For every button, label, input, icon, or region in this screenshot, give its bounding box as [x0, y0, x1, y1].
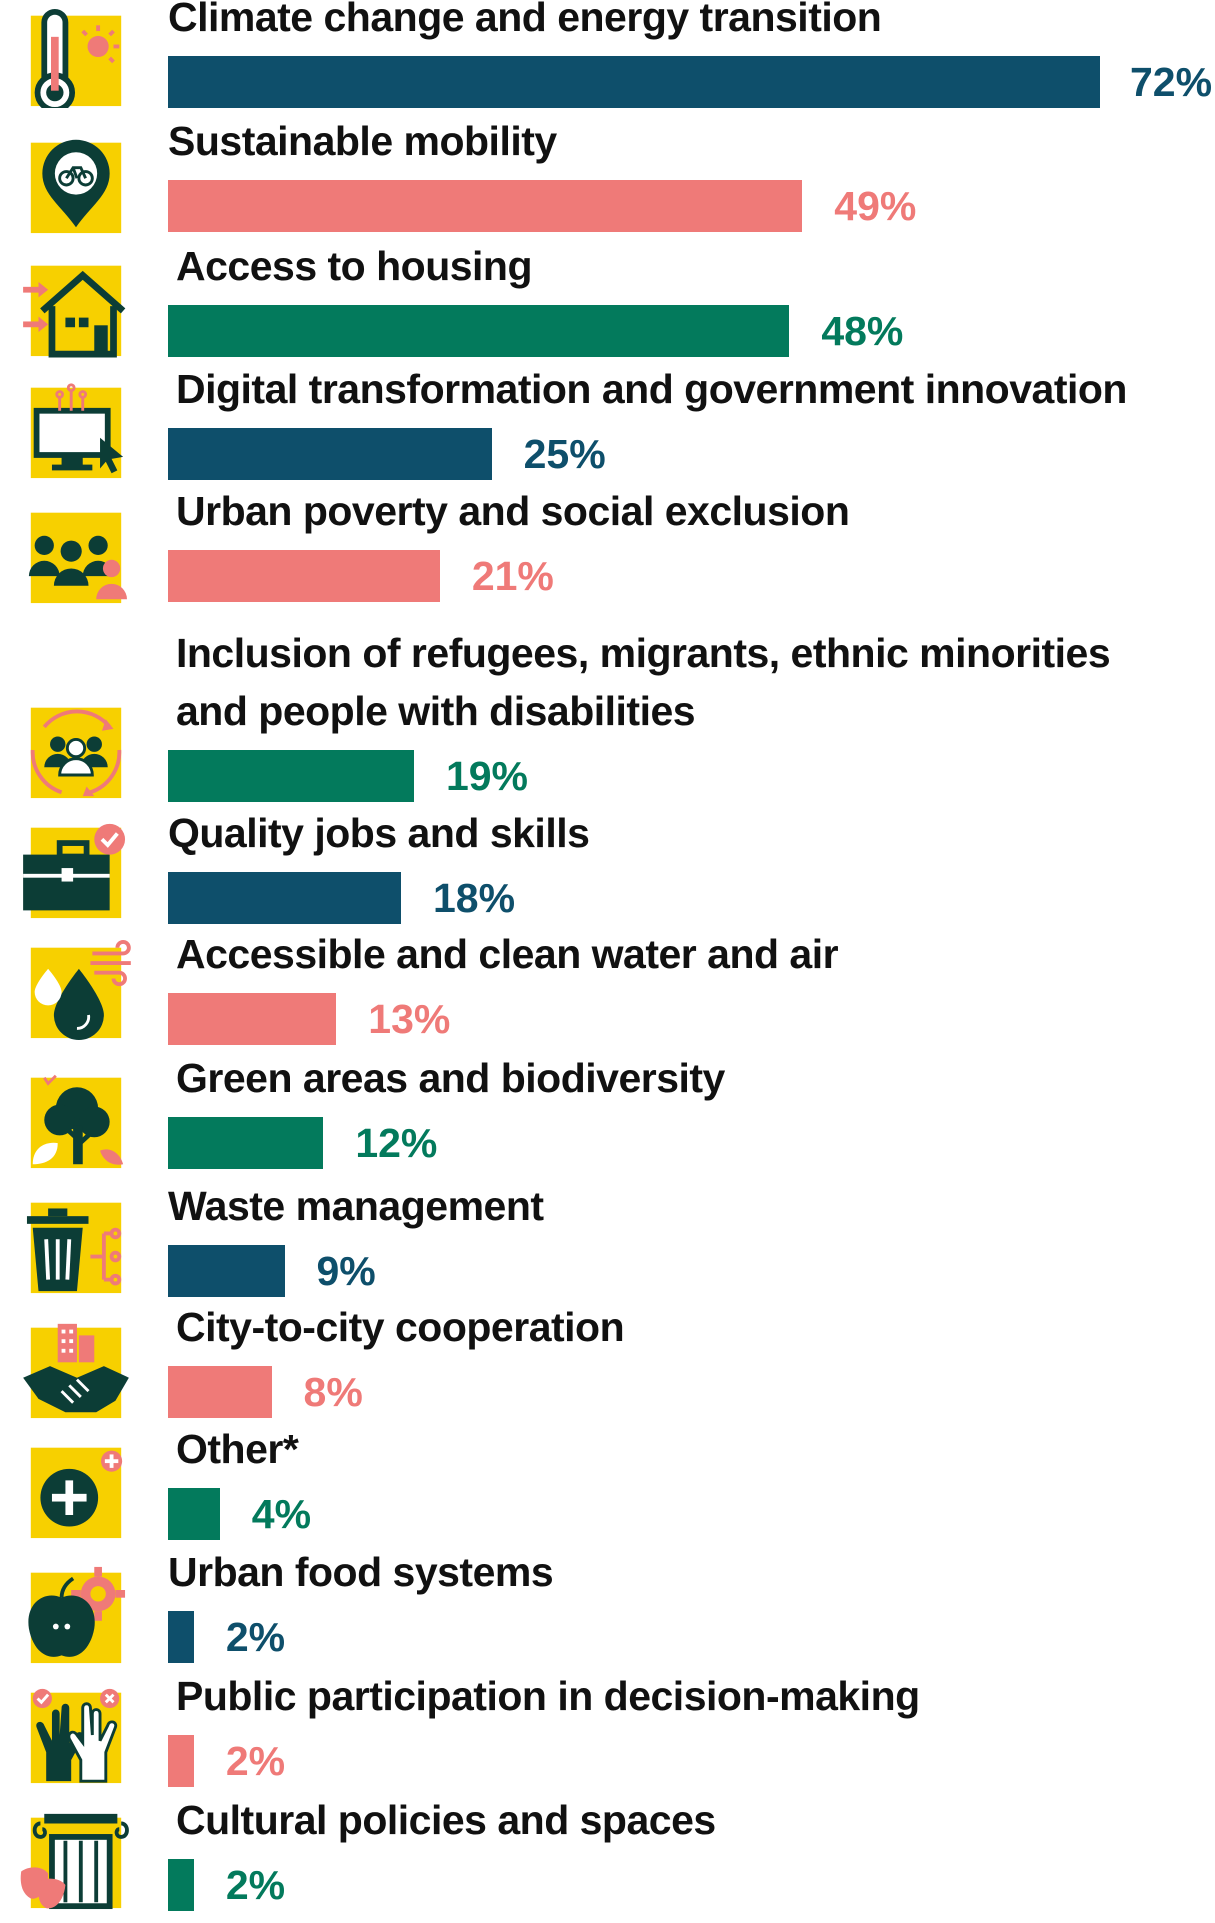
data-label: 12%: [355, 1120, 438, 1166]
bar-label: Climate change and energy transition: [168, 0, 882, 40]
data-label: 2%: [225, 1614, 286, 1660]
people-group-icon: [28, 512, 127, 604]
bar: [168, 550, 440, 602]
people-cycle-icon: [30, 707, 122, 799]
data-label: 9%: [316, 1248, 376, 1294]
data-label: 19%: [445, 753, 528, 799]
data-label: 4%: [251, 1491, 312, 1537]
bar-label: Urban food systems: [168, 1549, 554, 1595]
thermometer-sun-icon: [30, 8, 122, 108]
computer-cursor-icon: [30, 383, 124, 479]
data-label: 8%: [303, 1369, 363, 1415]
bar-label: Sustainable mobility: [168, 118, 557, 164]
bar: [168, 1245, 285, 1297]
data-label: 13%: [368, 996, 451, 1042]
bar-label: Accessible and clean water and air: [176, 931, 839, 977]
bar-label: Urban poverty and social exclusion: [176, 488, 850, 534]
column-masks-icon: [20, 1813, 129, 1910]
bar: [168, 56, 1100, 108]
bar: [168, 993, 337, 1045]
handshake-city-icon: [23, 1323, 129, 1419]
bar: [168, 428, 492, 480]
bar-label: Access to housing: [176, 243, 533, 289]
bar-label: Green areas and biodiversity: [176, 1055, 725, 1101]
bar: [168, 1117, 324, 1169]
tree-leaf-icon: [30, 1074, 124, 1169]
bar: [168, 180, 803, 232]
data-label: 2%: [225, 1738, 286, 1784]
house-icon: [23, 265, 126, 358]
bar: [168, 1859, 194, 1911]
bar: [168, 1488, 220, 1540]
bar-label: Digital transformation and government in…: [176, 366, 1127, 412]
data-label: 18%: [433, 875, 516, 921]
data-label: 72%: [1130, 59, 1213, 105]
bar: [168, 1735, 194, 1787]
plus-circle-icon: [30, 1447, 123, 1539]
bar-label: Other*: [176, 1426, 299, 1472]
data-label: 48%: [821, 308, 904, 354]
bar-label: Inclusion of refugees, migrants, ethnic …: [176, 630, 1111, 676]
briefcase-check-icon: [23, 823, 126, 919]
data-label: 21%: [471, 553, 554, 599]
bar-label: City-to-city cooperation: [176, 1304, 625, 1350]
bar-label: Waste management: [168, 1183, 544, 1229]
bar: [168, 872, 401, 924]
data-label: 25%: [523, 431, 606, 477]
bar: [168, 1611, 194, 1663]
bicycle-pin-icon: [30, 139, 122, 234]
bar: [168, 305, 790, 357]
water-drop-wind-icon: [30, 940, 131, 1040]
trash-bin-icon: [26, 1202, 122, 1294]
bar: [168, 1366, 272, 1418]
bar: [168, 750, 414, 802]
data-label: 2%: [225, 1862, 286, 1908]
apple-gear-icon: [28, 1566, 126, 1664]
bar-label: Quality jobs and skills: [168, 810, 590, 856]
bar-label: Cultural policies and spaces: [176, 1797, 716, 1843]
bar-label: and people with disabilities: [176, 688, 696, 734]
bar-label: Public participation in decision-making: [176, 1673, 920, 1719]
raised-hands-icon: [30, 1688, 122, 1784]
data-label: 49%: [834, 183, 917, 229]
